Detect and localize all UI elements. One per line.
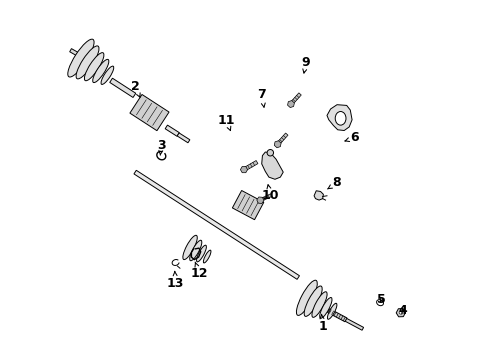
Ellipse shape [183, 235, 197, 260]
Polygon shape [130, 94, 169, 131]
Text: 4: 4 [398, 305, 407, 318]
Ellipse shape [311, 292, 326, 318]
Text: 6: 6 [344, 131, 359, 144]
Text: 9: 9 [301, 56, 310, 73]
Ellipse shape [93, 59, 109, 82]
Polygon shape [313, 191, 323, 200]
Polygon shape [289, 93, 301, 105]
Text: 10: 10 [261, 185, 279, 202]
Text: 7: 7 [257, 88, 265, 107]
Ellipse shape [304, 286, 322, 316]
Polygon shape [276, 133, 287, 145]
Ellipse shape [335, 112, 346, 125]
Polygon shape [165, 125, 179, 136]
Ellipse shape [203, 250, 210, 263]
Polygon shape [327, 309, 346, 322]
Polygon shape [261, 152, 283, 179]
Text: 3: 3 [157, 139, 165, 155]
Text: 12: 12 [190, 262, 208, 280]
Polygon shape [339, 316, 363, 330]
Polygon shape [109, 78, 136, 98]
Text: 1: 1 [318, 314, 326, 333]
Polygon shape [134, 170, 299, 279]
Polygon shape [326, 105, 351, 131]
Ellipse shape [68, 39, 94, 77]
Ellipse shape [101, 66, 114, 85]
Ellipse shape [327, 303, 336, 319]
Text: 11: 11 [217, 114, 235, 131]
Text: 2: 2 [130, 80, 140, 97]
Ellipse shape [398, 311, 402, 314]
Ellipse shape [76, 46, 99, 79]
Text: 5: 5 [376, 293, 385, 306]
Ellipse shape [196, 245, 206, 262]
Polygon shape [232, 190, 263, 220]
Text: 8: 8 [327, 176, 341, 189]
Ellipse shape [189, 240, 202, 261]
Ellipse shape [296, 280, 317, 315]
Ellipse shape [266, 149, 273, 156]
Polygon shape [70, 49, 90, 63]
Ellipse shape [319, 297, 331, 318]
Polygon shape [259, 194, 271, 202]
Polygon shape [243, 161, 258, 171]
Polygon shape [177, 133, 189, 143]
Text: 13: 13 [166, 271, 184, 290]
Ellipse shape [84, 53, 104, 81]
